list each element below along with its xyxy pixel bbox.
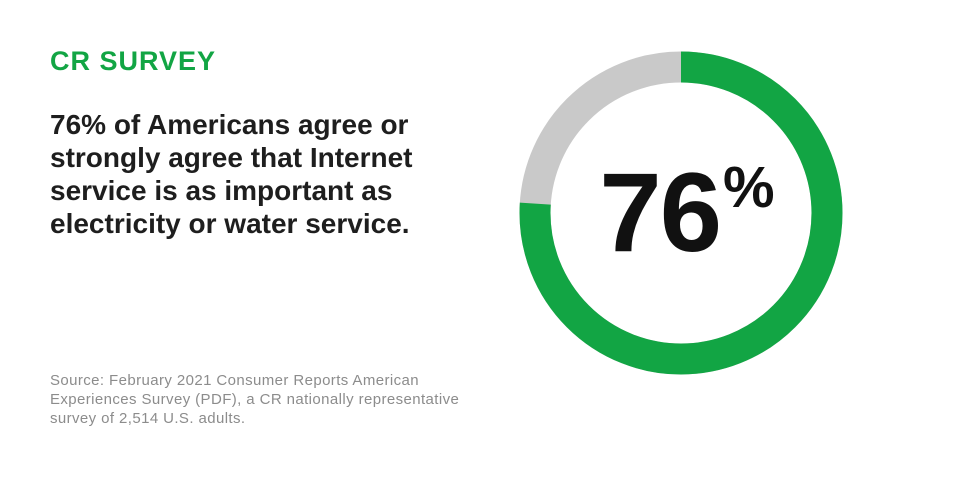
page-title: CR SURVEY xyxy=(50,46,217,76)
donut-svg xyxy=(519,51,843,375)
headline-line: 76% of Americans agree or xyxy=(50,109,409,140)
headline: 76% of Americans agree or strongly agree… xyxy=(50,108,480,240)
donut-center-label: 76 % xyxy=(516,48,846,378)
donut-center-unit: % xyxy=(723,155,775,220)
donut-chart: 76 % xyxy=(516,48,846,378)
headline-line: strongly agree that Internet xyxy=(50,142,413,173)
source-note: Source: February 2021 Consumer Reports A… xyxy=(50,371,520,428)
headline-line: service is as important as xyxy=(50,175,393,206)
source-line: survey of 2,514 U.S. adults. xyxy=(50,410,246,427)
source-line: Source: February 2021 Consumer Reports A… xyxy=(50,372,419,389)
source-line: Experiences Survey (PDF), a CR nationall… xyxy=(50,391,460,408)
donut-center-value: 76 xyxy=(599,150,722,275)
headline-line: electricity or water service. xyxy=(50,208,410,239)
donut-arc xyxy=(519,51,843,375)
